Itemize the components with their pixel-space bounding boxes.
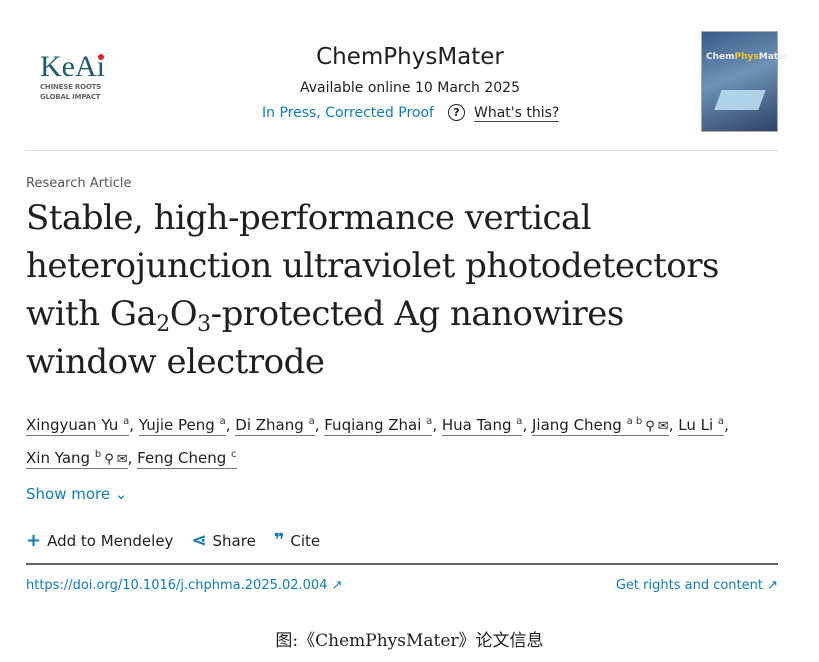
author-link[interactable]: Lu Li a [678, 416, 725, 436]
author-link[interactable]: Yujie Peng a [138, 416, 226, 436]
t: 2 [156, 312, 170, 337]
affiliation: a [123, 416, 130, 427]
action-bar: + Add to Mendeley ⋖ Share ❞ Cite [26, 530, 320, 551]
show-more-label: Show more [26, 485, 111, 503]
author-name: Yujie Peng [138, 416, 215, 434]
share-button[interactable]: ⋖ Share [191, 530, 255, 551]
mendeley-label: Add to Mendeley [47, 531, 174, 550]
title-line: heterojunction ultraviolet photodetector… [26, 246, 719, 286]
author-link[interactable]: Di Zhang a [235, 416, 315, 436]
title-line: Stable, high-performance vertical [26, 198, 592, 238]
author-name: Xingyuan Yu [26, 416, 119, 434]
divider [26, 150, 778, 151]
author-name: Xin Yang [26, 449, 91, 467]
journal-title[interactable]: ChemPhysMater [316, 44, 504, 70]
affiliation: b [94, 449, 102, 460]
email-icon: ✉ [657, 419, 669, 434]
t: O [169, 294, 198, 334]
available-online: Available online 10 March 2025 [300, 80, 520, 96]
cover-text: Phys [734, 52, 759, 62]
title-line: with Ga2O3-protected Ag nanowires [26, 290, 786, 338]
affiliation: a b [626, 416, 643, 427]
article-title: Stable, high-performance vertical hetero… [26, 194, 786, 386]
cite-label: Cite [290, 531, 321, 550]
author-name: Fuqiang Zhai [324, 416, 422, 434]
whats-this-link[interactable]: What's this? [474, 105, 560, 122]
t: 3 [197, 312, 211, 337]
author-link[interactable]: Xingyuan Yu a [26, 416, 130, 436]
affiliation: a [308, 416, 315, 427]
plus-icon: + [26, 530, 42, 551]
affiliation: c [231, 449, 237, 460]
author-name: Hua Tang [441, 416, 512, 434]
logo-tagline: CHINESE ROOTS [40, 83, 102, 91]
t: -protected Ag nanowires [210, 294, 625, 334]
question-icon: ? [448, 104, 465, 121]
show-more-button[interactable]: Show more ⌄ [26, 485, 127, 503]
cover-text: Mater [758, 52, 789, 62]
author-link[interactable]: Xin Yang b ⚲ ✉ [26, 449, 128, 469]
author-name: Lu Li [678, 416, 714, 434]
article-type: Research Article [26, 176, 132, 191]
person-icon: ⚲ [645, 419, 655, 434]
author-list: Xingyuan Yu a, Yujie Peng a, Di Zhang a,… [26, 416, 729, 469]
in-press-link[interactable]: In Press, Corrected Proof [262, 105, 434, 121]
author-link[interactable]: Hua Tang a [441, 416, 523, 436]
divider [26, 563, 778, 565]
person-icon: ⚲ [104, 452, 114, 467]
logo-tagline: GLOBAL IMPACT [40, 93, 101, 101]
author-link[interactable]: Jiang Cheng a b ⚲ ✉ [531, 416, 669, 436]
affiliation: a [219, 416, 226, 427]
share-label: Share [212, 531, 256, 550]
doi-link[interactable]: https://doi.org/10.1016/j.chphma.2025.02… [26, 578, 343, 593]
author-name: Di Zhang [235, 416, 304, 434]
author-link[interactable]: Feng Cheng c [137, 449, 237, 469]
t: with Ga [26, 294, 157, 334]
cite-button[interactable]: ❞ Cite [274, 530, 320, 551]
add-to-mendeley-button[interactable]: + Add to Mendeley [26, 530, 173, 551]
author-name: Jiang Cheng [531, 416, 622, 434]
email-icon: ✉ [116, 452, 128, 467]
cover-text: Chem [706, 52, 735, 62]
rights-link[interactable]: Get rights and content ↗ [615, 578, 778, 593]
keai-logo[interactable]: KeAi CHINESE ROOTS GLOBAL IMPACT [40, 52, 120, 102]
author-link[interactable]: Fuqiang Zhai a [324, 416, 433, 436]
figure-caption: 图:《ChemPhysMater》论文信息 [275, 631, 544, 651]
affiliation: a [426, 416, 433, 427]
share-icon: ⋖ [191, 530, 207, 551]
author-name: Feng Cheng [137, 449, 227, 467]
chevron-down-icon: ⌄ [114, 485, 128, 503]
affiliation: a [717, 416, 725, 427]
affiliation: a [516, 416, 523, 427]
journal-cover[interactable]: ChemPhysMater [701, 31, 789, 132]
logo-text: KeAi [40, 50, 105, 83]
title-line: window electrode [26, 342, 325, 382]
quote-icon: ❞ [273, 530, 285, 551]
